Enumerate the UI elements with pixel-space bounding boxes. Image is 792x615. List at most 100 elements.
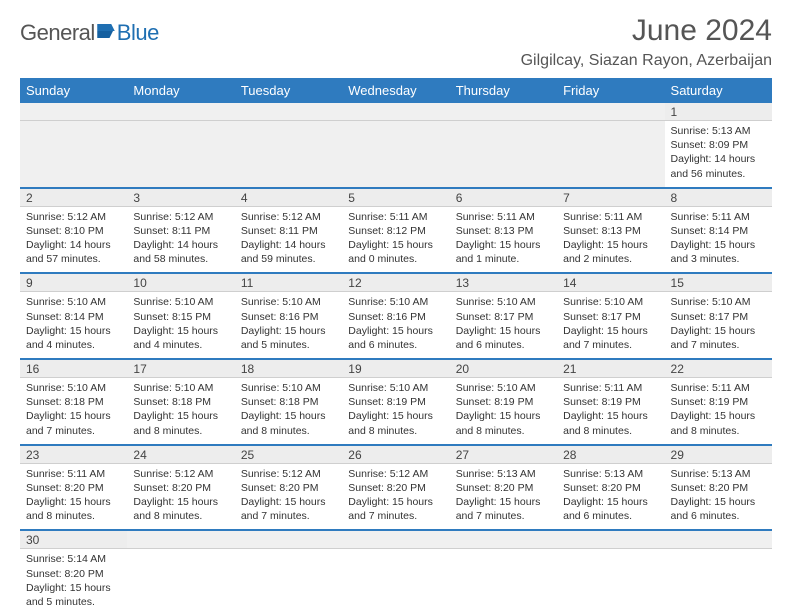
day-cell: Sunrise: 5:11 AMSunset: 8:14 PMDaylight:… (665, 206, 772, 273)
sunrise-text: Sunrise: 5:13 AM (563, 467, 658, 481)
day-cell: Sunrise: 5:12 AMSunset: 8:11 PMDaylight:… (235, 206, 342, 273)
sunrise-text: Sunrise: 5:11 AM (563, 381, 658, 395)
sunrise-text: Sunrise: 5:12 AM (26, 210, 121, 224)
day-detail: Sunrise: 5:13 AMSunset: 8:20 PMDaylight:… (671, 467, 766, 524)
flag-icon (97, 24, 115, 38)
day-number (450, 530, 557, 549)
sunrise-text: Sunrise: 5:13 AM (671, 124, 766, 138)
day-of-week-header: Thursday (450, 78, 557, 103)
sunrise-text: Sunrise: 5:10 AM (26, 295, 121, 309)
day-cell (127, 549, 234, 615)
day-detail: Sunrise: 5:13 AMSunset: 8:20 PMDaylight:… (563, 467, 658, 524)
day-cell: Sunrise: 5:13 AMSunset: 8:09 PMDaylight:… (665, 121, 772, 188)
sunset-text: Sunset: 8:15 PM (133, 310, 228, 324)
sunrise-text: Sunrise: 5:10 AM (133, 381, 228, 395)
day-cell (557, 121, 664, 188)
day-number: 14 (557, 273, 664, 292)
daynum-row: 1 (20, 103, 772, 121)
day-of-week-header: Friday (557, 78, 664, 103)
day-cell: Sunrise: 5:13 AMSunset: 8:20 PMDaylight:… (665, 463, 772, 530)
daylight-text-2: and 4 minutes. (26, 338, 121, 352)
daylight-text-2: and 3 minutes. (671, 252, 766, 266)
day-detail: Sunrise: 5:12 AMSunset: 8:11 PMDaylight:… (241, 210, 336, 267)
sunset-text: Sunset: 8:17 PM (671, 310, 766, 324)
day-cell: Sunrise: 5:10 AMSunset: 8:15 PMDaylight:… (127, 292, 234, 359)
daylight-text-1: Daylight: 15 hours (241, 495, 336, 509)
day-of-week-row: SundayMondayTuesdayWednesdayThursdayFrid… (20, 78, 772, 103)
day-number (342, 103, 449, 121)
day-cell: Sunrise: 5:10 AMSunset: 8:14 PMDaylight:… (20, 292, 127, 359)
sunrise-text: Sunrise: 5:12 AM (241, 467, 336, 481)
sunset-text: Sunset: 8:20 PM (563, 481, 658, 495)
day-number (20, 103, 127, 121)
daylight-text-1: Daylight: 14 hours (241, 238, 336, 252)
daylight-text-2: and 7 minutes. (563, 338, 658, 352)
day-detail: Sunrise: 5:10 AMSunset: 8:19 PMDaylight:… (456, 381, 551, 438)
day-detail: Sunrise: 5:10 AMSunset: 8:18 PMDaylight:… (26, 381, 121, 438)
day-number (342, 530, 449, 549)
sunset-text: Sunset: 8:18 PM (26, 395, 121, 409)
daylight-text-1: Daylight: 15 hours (563, 238, 658, 252)
daylight-text-1: Daylight: 15 hours (348, 495, 443, 509)
day-number: 26 (342, 445, 449, 464)
day-number: 22 (665, 359, 772, 378)
day-number: 17 (127, 359, 234, 378)
day-of-week-header: Sunday (20, 78, 127, 103)
day-detail: Sunrise: 5:10 AMSunset: 8:18 PMDaylight:… (241, 381, 336, 438)
daylight-text-1: Daylight: 15 hours (671, 324, 766, 338)
day-cell (342, 549, 449, 615)
day-detail: Sunrise: 5:10 AMSunset: 8:17 PMDaylight:… (456, 295, 551, 352)
logo-text-general: General (20, 20, 95, 46)
sunrise-text: Sunrise: 5:14 AM (26, 552, 121, 566)
day-cell: Sunrise: 5:11 AMSunset: 8:12 PMDaylight:… (342, 206, 449, 273)
daylight-text-1: Daylight: 15 hours (671, 409, 766, 423)
sunrise-text: Sunrise: 5:10 AM (241, 381, 336, 395)
daynum-row: 16171819202122 (20, 359, 772, 378)
week-row: Sunrise: 5:13 AMSunset: 8:09 PMDaylight:… (20, 121, 772, 188)
week-row: Sunrise: 5:10 AMSunset: 8:18 PMDaylight:… (20, 378, 772, 445)
day-cell (557, 549, 664, 615)
daylight-text-1: Daylight: 15 hours (26, 495, 121, 509)
sunset-text: Sunset: 8:17 PM (563, 310, 658, 324)
daylight-text-2: and 6 minutes. (456, 338, 551, 352)
day-detail: Sunrise: 5:14 AMSunset: 8:20 PMDaylight:… (26, 552, 121, 609)
daylight-text-2: and 1 minute. (456, 252, 551, 266)
sunrise-text: Sunrise: 5:13 AM (671, 467, 766, 481)
daylight-text-1: Daylight: 14 hours (133, 238, 228, 252)
day-cell: Sunrise: 5:10 AMSunset: 8:18 PMDaylight:… (127, 378, 234, 445)
sunrise-text: Sunrise: 5:11 AM (26, 467, 121, 481)
sunrise-text: Sunrise: 5:12 AM (133, 467, 228, 481)
sunset-text: Sunset: 8:19 PM (671, 395, 766, 409)
day-detail: Sunrise: 5:11 AMSunset: 8:13 PMDaylight:… (456, 210, 551, 267)
day-cell (20, 121, 127, 188)
day-cell: Sunrise: 5:11 AMSunset: 8:19 PMDaylight:… (557, 378, 664, 445)
daylight-text-2: and 8 minutes. (133, 424, 228, 438)
day-number: 21 (557, 359, 664, 378)
day-number: 24 (127, 445, 234, 464)
daylight-text-1: Daylight: 15 hours (456, 495, 551, 509)
daylight-text-1: Daylight: 15 hours (456, 238, 551, 252)
sunrise-text: Sunrise: 5:11 AM (348, 210, 443, 224)
sunset-text: Sunset: 8:18 PM (241, 395, 336, 409)
day-detail: Sunrise: 5:10 AMSunset: 8:14 PMDaylight:… (26, 295, 121, 352)
day-cell: Sunrise: 5:11 AMSunset: 8:19 PMDaylight:… (665, 378, 772, 445)
sunset-text: Sunset: 8:14 PM (671, 224, 766, 238)
day-number: 13 (450, 273, 557, 292)
sunrise-text: Sunrise: 5:10 AM (241, 295, 336, 309)
day-cell: Sunrise: 5:10 AMSunset: 8:19 PMDaylight:… (342, 378, 449, 445)
sunset-text: Sunset: 8:19 PM (348, 395, 443, 409)
sunrise-text: Sunrise: 5:11 AM (456, 210, 551, 224)
day-number (127, 103, 234, 121)
daynum-row: 9101112131415 (20, 273, 772, 292)
day-number: 29 (665, 445, 772, 464)
day-number: 30 (20, 530, 127, 549)
daylight-text-2: and 56 minutes. (671, 167, 766, 181)
daylight-text-2: and 2 minutes. (563, 252, 658, 266)
calendar-table: SundayMondayTuesdayWednesdayThursdayFrid… (20, 78, 772, 615)
day-cell: Sunrise: 5:13 AMSunset: 8:20 PMDaylight:… (557, 463, 664, 530)
day-cell: Sunrise: 5:13 AMSunset: 8:20 PMDaylight:… (450, 463, 557, 530)
day-number: 25 (235, 445, 342, 464)
daylight-text-2: and 57 minutes. (26, 252, 121, 266)
daylight-text-2: and 7 minutes. (348, 509, 443, 523)
daylight-text-1: Daylight: 15 hours (348, 238, 443, 252)
